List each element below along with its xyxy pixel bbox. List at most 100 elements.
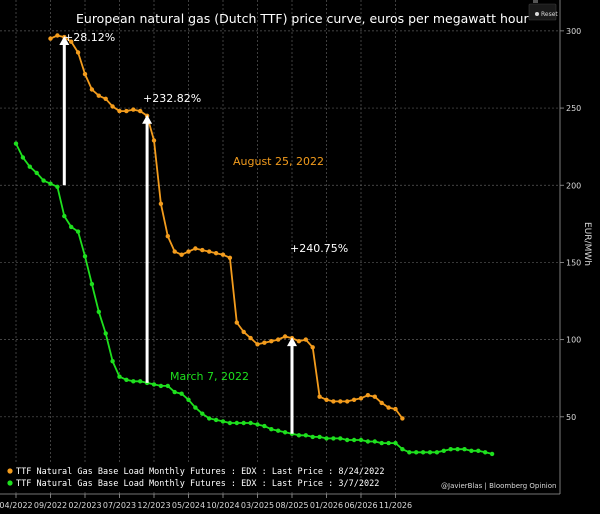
- arrows-layer: [59, 36, 297, 434]
- data-point: [407, 450, 412, 455]
- y-tick-label: 50: [566, 413, 576, 422]
- data-point: [303, 433, 308, 438]
- data-point: [103, 331, 108, 336]
- data-point: [34, 170, 39, 176]
- data-point: [420, 450, 426, 455]
- data-point: [69, 224, 74, 230]
- data-point: [489, 451, 495, 457]
- data-point: [269, 427, 274, 432]
- data-point: [303, 337, 308, 342]
- pct-label-2: +232.82%: [143, 92, 201, 105]
- data-point: [75, 229, 81, 234]
- y-tick-label: 150: [566, 258, 581, 267]
- data-point: [310, 345, 315, 350]
- data-point: [441, 448, 446, 453]
- series-layer: [13, 33, 495, 457]
- data-point: [365, 393, 371, 398]
- data-point: [276, 337, 281, 342]
- data-point: [193, 246, 198, 251]
- pct-label-1: +28.12%: [64, 31, 115, 44]
- x-tick-label: 04/2022: [0, 501, 33, 510]
- data-point: [75, 50, 81, 55]
- x-tick-label: 09/2022: [34, 501, 67, 510]
- data-point: [427, 450, 433, 455]
- data-point: [27, 164, 32, 169]
- data-point: [124, 108, 129, 114]
- data-point: [131, 379, 136, 384]
- data-point: [227, 255, 233, 260]
- data-point: [248, 335, 253, 341]
- y-axis-label: EUR/MWh: [582, 222, 592, 266]
- reset-button[interactable]: Reset: [528, 0, 558, 21]
- x-tick-label: 05/2024: [172, 501, 205, 510]
- data-point: [400, 416, 405, 421]
- data-point: [186, 249, 191, 254]
- data-point: [117, 374, 122, 379]
- data-point: [207, 249, 212, 254]
- legend-item-green: TTF Natural Gas Base Load Monthly Future…: [16, 479, 379, 489]
- data-point: [151, 138, 157, 143]
- data-point: [241, 420, 246, 426]
- data-point: [296, 339, 302, 344]
- data-point: [172, 389, 177, 395]
- data-point: [351, 437, 357, 443]
- data-point: [262, 340, 267, 345]
- data-point: [372, 394, 377, 399]
- data-point: [358, 396, 364, 401]
- legend-marker-green: [7, 480, 13, 486]
- y-axis-ticks: 50 100 150 200 250 300: [560, 27, 581, 422]
- arrow-head-3: [287, 337, 297, 347]
- data-point: [345, 399, 350, 404]
- x-tick-label: 12/2023: [137, 501, 170, 510]
- chart-title: European natural gas (Dutch TTF) price c…: [76, 11, 529, 26]
- data-point: [324, 436, 329, 441]
- data-point: [220, 252, 226, 257]
- arrow-head-1: [59, 36, 70, 46]
- data-point: [255, 422, 260, 427]
- y-tick-label: 250: [566, 104, 581, 113]
- data-point: [41, 178, 46, 183]
- y-tick-label: 100: [566, 336, 581, 345]
- data-point: [276, 428, 281, 433]
- data-point: [255, 342, 260, 347]
- reset-indicator-icon: [533, 0, 538, 3]
- data-point: [186, 397, 191, 402]
- legend-box: [4, 464, 330, 491]
- reset-label: Reset: [541, 11, 558, 18]
- data-point: [331, 436, 336, 441]
- data-point: [483, 450, 488, 455]
- data-point: [448, 447, 453, 452]
- pct-label-3: +240.75%: [290, 242, 348, 255]
- data-point: [262, 423, 267, 429]
- credit-text: @JavierBlas | Bloomberg Opinion: [441, 482, 556, 490]
- reset-button-frame[interactable]: [528, 3, 557, 21]
- data-point: [138, 379, 143, 384]
- data-point: [358, 437, 364, 443]
- data-point: [400, 447, 405, 452]
- data-point: [179, 252, 184, 257]
- annotation-march-7-2022: March 7, 2022: [170, 370, 249, 383]
- data-point: [158, 383, 164, 389]
- data-point: [351, 397, 357, 402]
- data-point: [386, 405, 391, 410]
- x-tick-label: 03/2025: [241, 501, 274, 510]
- data-point: [338, 399, 343, 404]
- data-point: [13, 141, 19, 146]
- data-point: [345, 437, 350, 443]
- data-point: [82, 71, 88, 77]
- data-point: [200, 247, 205, 253]
- data-point: [103, 96, 108, 102]
- data-point: [48, 181, 53, 186]
- y-tick-label: 300: [566, 27, 581, 36]
- x-tick-label: 02/2023: [68, 501, 101, 510]
- data-point: [138, 108, 143, 114]
- data-point: [317, 434, 322, 440]
- data-point: [151, 382, 157, 387]
- data-point: [96, 309, 102, 314]
- annotation-august-25-2022: August 25, 2022: [233, 155, 324, 168]
- data-point: [207, 416, 212, 421]
- data-point: [165, 383, 170, 389]
- data-point: [338, 436, 343, 441]
